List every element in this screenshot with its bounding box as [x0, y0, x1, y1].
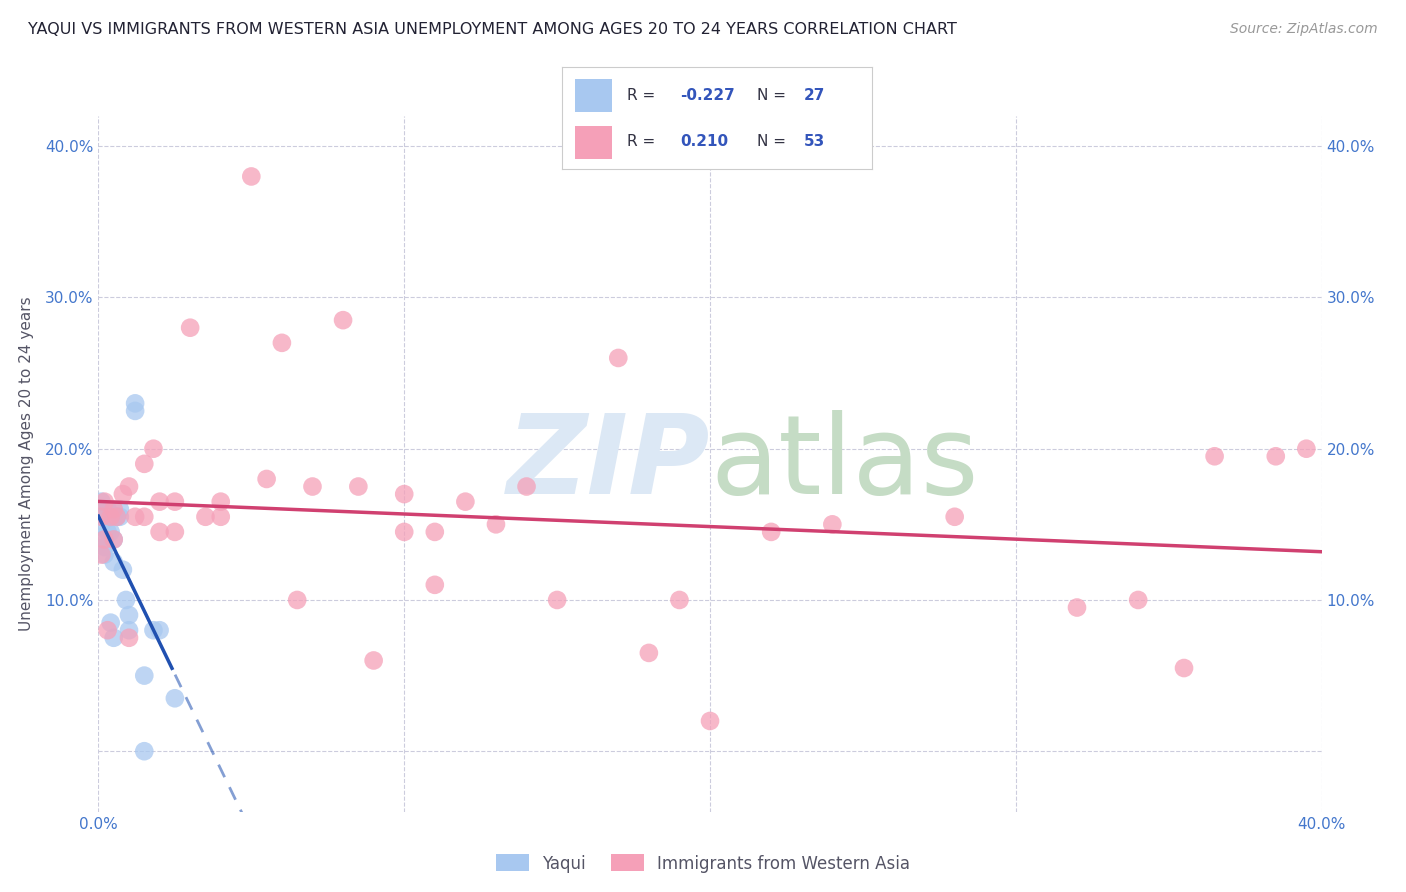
Point	[105, 509, 128, 524]
Point	[134, 509, 156, 524]
Point	[111, 563, 134, 577]
Text: -0.227: -0.227	[681, 88, 735, 103]
Point	[108, 509, 131, 524]
Point	[118, 624, 141, 638]
Point	[240, 169, 263, 184]
Point	[179, 320, 201, 334]
Point	[285, 593, 308, 607]
Point	[485, 517, 508, 532]
Point	[118, 608, 141, 623]
Point	[423, 524, 446, 539]
FancyBboxPatch shape	[575, 79, 612, 112]
Point	[759, 524, 782, 539]
Point	[90, 509, 112, 524]
Text: atlas: atlas	[710, 410, 979, 517]
Text: 27: 27	[804, 88, 825, 103]
Text: R =: R =	[627, 135, 665, 149]
Point	[454, 494, 477, 508]
Point	[134, 457, 156, 471]
Point	[209, 509, 232, 524]
Point	[194, 509, 217, 524]
Point	[124, 509, 146, 524]
Point	[124, 396, 146, 410]
Point	[423, 578, 446, 592]
Point	[115, 593, 138, 607]
Point	[821, 517, 844, 532]
Point	[90, 494, 112, 508]
Text: Source: ZipAtlas.com: Source: ZipAtlas.com	[1230, 22, 1378, 37]
Point	[142, 442, 165, 456]
Point	[100, 524, 122, 539]
Point	[943, 509, 966, 524]
Point	[103, 631, 125, 645]
Point	[392, 524, 416, 539]
Point	[100, 615, 122, 630]
Point	[100, 509, 122, 524]
Text: ZIP: ZIP	[506, 410, 710, 517]
Text: YAQUI VS IMMIGRANTS FROM WESTERN ASIA UNEMPLOYMENT AMONG AGES 20 TO 24 YEARS COR: YAQUI VS IMMIGRANTS FROM WESTERN ASIA UN…	[28, 22, 957, 37]
FancyBboxPatch shape	[575, 127, 612, 159]
Point	[668, 593, 690, 607]
Point	[90, 517, 112, 532]
Point	[103, 555, 125, 569]
Point	[516, 479, 538, 493]
Point	[1128, 593, 1150, 607]
Point	[118, 479, 141, 493]
Point	[93, 540, 115, 554]
Text: N =: N =	[758, 135, 792, 149]
Point	[392, 487, 416, 501]
Point	[163, 494, 186, 508]
Text: 53: 53	[804, 135, 825, 149]
Point	[111, 487, 134, 501]
Point	[124, 404, 146, 418]
Point	[209, 494, 232, 508]
Point	[1204, 450, 1226, 464]
Point	[301, 479, 323, 493]
Point	[97, 502, 120, 516]
Point	[90, 548, 112, 562]
Text: R =: R =	[627, 88, 661, 103]
Point	[270, 335, 292, 350]
Point	[93, 533, 115, 547]
Point	[1295, 442, 1317, 456]
Point	[546, 593, 568, 607]
Point	[347, 479, 370, 493]
Legend: Yaqui, Immigrants from Western Asia: Yaqui, Immigrants from Western Asia	[489, 847, 917, 880]
Point	[105, 509, 128, 524]
Point	[103, 502, 125, 516]
Point	[1264, 450, 1286, 464]
Point	[637, 646, 661, 660]
Point	[1066, 600, 1088, 615]
Point	[332, 313, 354, 327]
Point	[363, 653, 385, 667]
Text: N =: N =	[758, 88, 792, 103]
Point	[256, 472, 278, 486]
Point	[163, 691, 186, 706]
Text: 0.210: 0.210	[681, 135, 728, 149]
Point	[103, 533, 125, 547]
Point	[93, 548, 115, 562]
Point	[118, 631, 141, 645]
Point	[90, 509, 112, 524]
Point	[149, 624, 172, 638]
Point	[163, 524, 186, 539]
Point	[93, 533, 115, 547]
Point	[93, 494, 115, 508]
Point	[134, 668, 156, 682]
Point	[607, 351, 630, 365]
Point	[108, 502, 131, 516]
Point	[97, 624, 120, 638]
Point	[97, 524, 120, 539]
Point	[699, 714, 721, 728]
Y-axis label: Unemployment Among Ages 20 to 24 years: Unemployment Among Ages 20 to 24 years	[18, 296, 34, 632]
Point	[149, 524, 172, 539]
Point	[103, 533, 125, 547]
Point	[134, 744, 156, 758]
Point	[142, 624, 165, 638]
Point	[1173, 661, 1195, 675]
Point	[149, 494, 172, 508]
